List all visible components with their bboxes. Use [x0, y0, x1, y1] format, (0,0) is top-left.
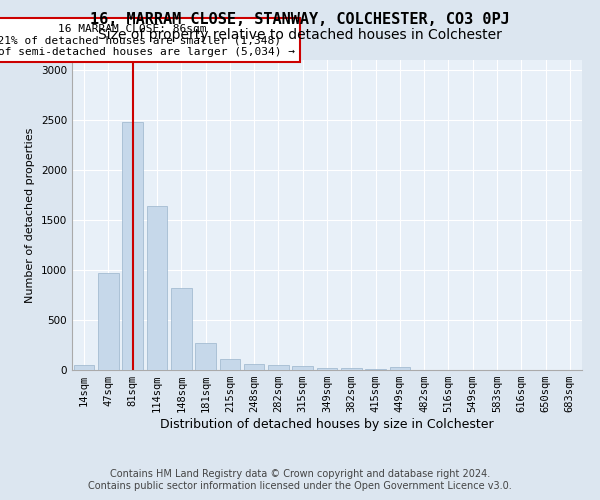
Bar — [74, 365, 94, 370]
Bar — [146, 206, 167, 370]
Text: 16 MARRAM CLOSE: 86sqm
← 21% of detached houses are smaller (1,348)
78% of semi-: 16 MARRAM CLOSE: 86sqm ← 21% of detached… — [0, 24, 295, 57]
Bar — [220, 358, 240, 370]
Bar — [292, 366, 313, 370]
Bar — [389, 367, 410, 370]
Bar — [171, 288, 191, 370]
Text: Size of property relative to detached houses in Colchester: Size of property relative to detached ho… — [98, 28, 502, 42]
Bar — [317, 368, 337, 370]
Y-axis label: Number of detached properties: Number of detached properties — [25, 128, 35, 302]
X-axis label: Distribution of detached houses by size in Colchester: Distribution of detached houses by size … — [160, 418, 494, 431]
Text: Contains HM Land Registry data © Crown copyright and database right 2024.
Contai: Contains HM Land Registry data © Crown c… — [88, 470, 512, 491]
Bar — [268, 365, 289, 370]
Text: 16, MARRAM CLOSE, STANWAY, COLCHESTER, CO3 0PJ: 16, MARRAM CLOSE, STANWAY, COLCHESTER, C… — [90, 12, 510, 28]
Bar — [244, 364, 265, 370]
Bar — [365, 369, 386, 370]
Bar — [122, 122, 143, 370]
Bar — [341, 368, 362, 370]
Bar — [98, 273, 119, 370]
Bar — [195, 343, 216, 370]
